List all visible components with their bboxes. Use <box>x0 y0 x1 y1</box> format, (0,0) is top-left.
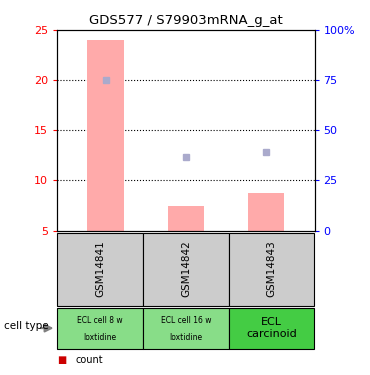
Text: count: count <box>75 355 103 365</box>
Text: GSM14842: GSM14842 <box>181 241 191 297</box>
Text: ■: ■ <box>57 355 67 365</box>
Text: cell type: cell type <box>4 321 48 331</box>
Text: ECL cell 8 w: ECL cell 8 w <box>77 316 123 325</box>
Text: loxtidine: loxtidine <box>169 333 202 342</box>
Bar <box>229 308 314 349</box>
Bar <box>168 206 204 231</box>
Bar <box>143 232 229 306</box>
Bar <box>248 192 285 231</box>
Text: loxtidine: loxtidine <box>84 333 117 342</box>
Bar <box>57 232 143 306</box>
Text: ECL
carcinoid: ECL carcinoid <box>246 317 297 339</box>
Bar <box>57 308 143 349</box>
Text: ECL cell 16 w: ECL cell 16 w <box>161 316 211 325</box>
Bar <box>143 308 229 349</box>
Bar <box>87 40 124 231</box>
Text: GSM14841: GSM14841 <box>95 241 105 297</box>
Bar <box>229 232 314 306</box>
Text: GSM14843: GSM14843 <box>267 241 277 297</box>
Title: GDS577 / S79903mRNA_g_at: GDS577 / S79903mRNA_g_at <box>89 15 283 27</box>
